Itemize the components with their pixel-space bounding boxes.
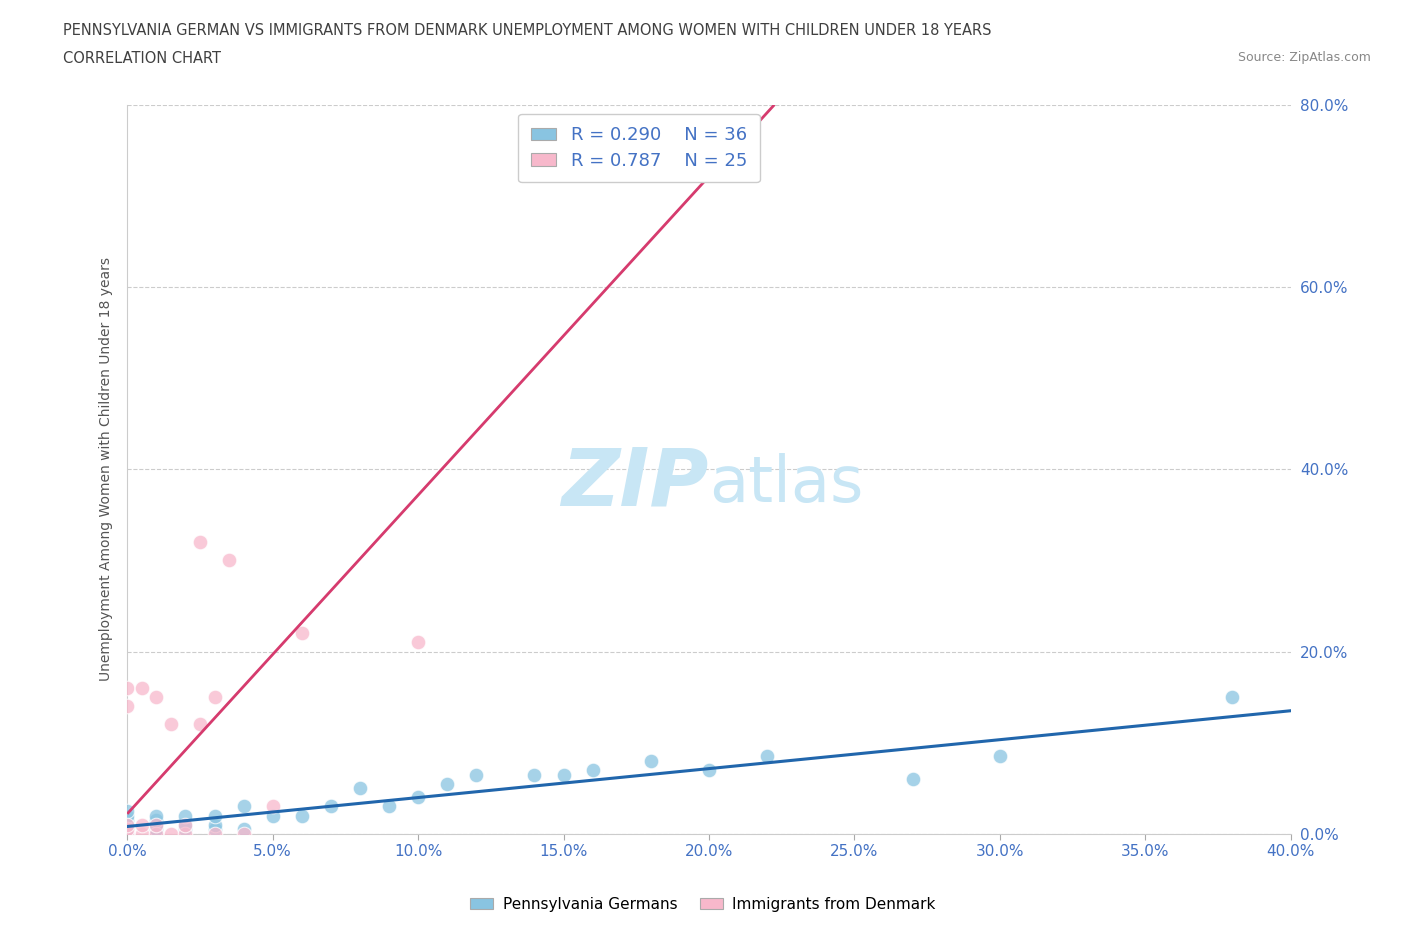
Point xyxy=(117,804,139,818)
Point xyxy=(145,817,167,832)
Point xyxy=(174,808,197,823)
Point xyxy=(1222,690,1244,705)
Text: CORRELATION CHART: CORRELATION CHART xyxy=(63,51,221,66)
Point xyxy=(145,827,167,842)
Point xyxy=(523,767,546,782)
Text: atlas: atlas xyxy=(709,453,863,515)
Point xyxy=(174,817,197,832)
Point xyxy=(131,817,153,832)
Text: PENNSYLVANIA GERMAN VS IMMIGRANTS FROM DENMARK UNEMPLOYMENT AMONG WOMEN WITH CHI: PENNSYLVANIA GERMAN VS IMMIGRANTS FROM D… xyxy=(63,23,991,38)
Point xyxy=(117,822,139,837)
Point xyxy=(204,808,226,823)
Point xyxy=(145,808,167,823)
Point xyxy=(174,817,197,832)
Point xyxy=(406,635,429,650)
Point xyxy=(553,161,575,176)
Point xyxy=(291,626,314,641)
Point xyxy=(232,827,254,842)
Point xyxy=(901,772,924,787)
Point xyxy=(349,781,371,796)
Legend: Pennsylvania Germans, Immigrants from Denmark: Pennsylvania Germans, Immigrants from De… xyxy=(464,891,942,918)
Point xyxy=(756,749,779,764)
Point xyxy=(436,777,458,791)
Point xyxy=(145,822,167,837)
Point xyxy=(406,790,429,804)
Point xyxy=(262,808,284,823)
Point xyxy=(145,817,167,832)
Point xyxy=(117,817,139,832)
Point xyxy=(581,763,603,777)
Point xyxy=(204,690,226,705)
Point xyxy=(553,767,575,782)
Point xyxy=(117,822,139,837)
Point xyxy=(117,827,139,842)
Text: ZIP: ZIP xyxy=(561,445,709,523)
Point xyxy=(117,827,139,842)
Point xyxy=(160,827,183,842)
Point xyxy=(697,763,720,777)
Legend: R = 0.290    N = 36, R = 0.787    N = 25: R = 0.290 N = 36, R = 0.787 N = 25 xyxy=(519,113,759,182)
Y-axis label: Unemployment Among Women with Children Under 18 years: Unemployment Among Women with Children U… xyxy=(100,258,114,682)
Point xyxy=(232,822,254,837)
Point xyxy=(262,799,284,814)
Point xyxy=(204,822,226,837)
Point xyxy=(291,808,314,823)
Point xyxy=(160,717,183,732)
Point xyxy=(117,808,139,823)
Point xyxy=(174,822,197,837)
Point xyxy=(188,535,211,550)
Point xyxy=(465,767,488,782)
Point xyxy=(218,553,240,568)
Point xyxy=(174,827,197,842)
Point xyxy=(131,827,153,842)
Point xyxy=(188,717,211,732)
Point xyxy=(232,799,254,814)
Point xyxy=(145,827,167,842)
Point xyxy=(131,681,153,696)
Point xyxy=(117,817,139,832)
Point xyxy=(640,753,662,768)
Point xyxy=(204,827,226,842)
Point xyxy=(378,799,401,814)
Point xyxy=(117,681,139,696)
Text: Source: ZipAtlas.com: Source: ZipAtlas.com xyxy=(1237,51,1371,64)
Point xyxy=(319,799,342,814)
Point xyxy=(117,698,139,713)
Point xyxy=(204,817,226,832)
Point xyxy=(117,813,139,828)
Point xyxy=(988,749,1011,764)
Point xyxy=(145,690,167,705)
Point xyxy=(145,813,167,828)
